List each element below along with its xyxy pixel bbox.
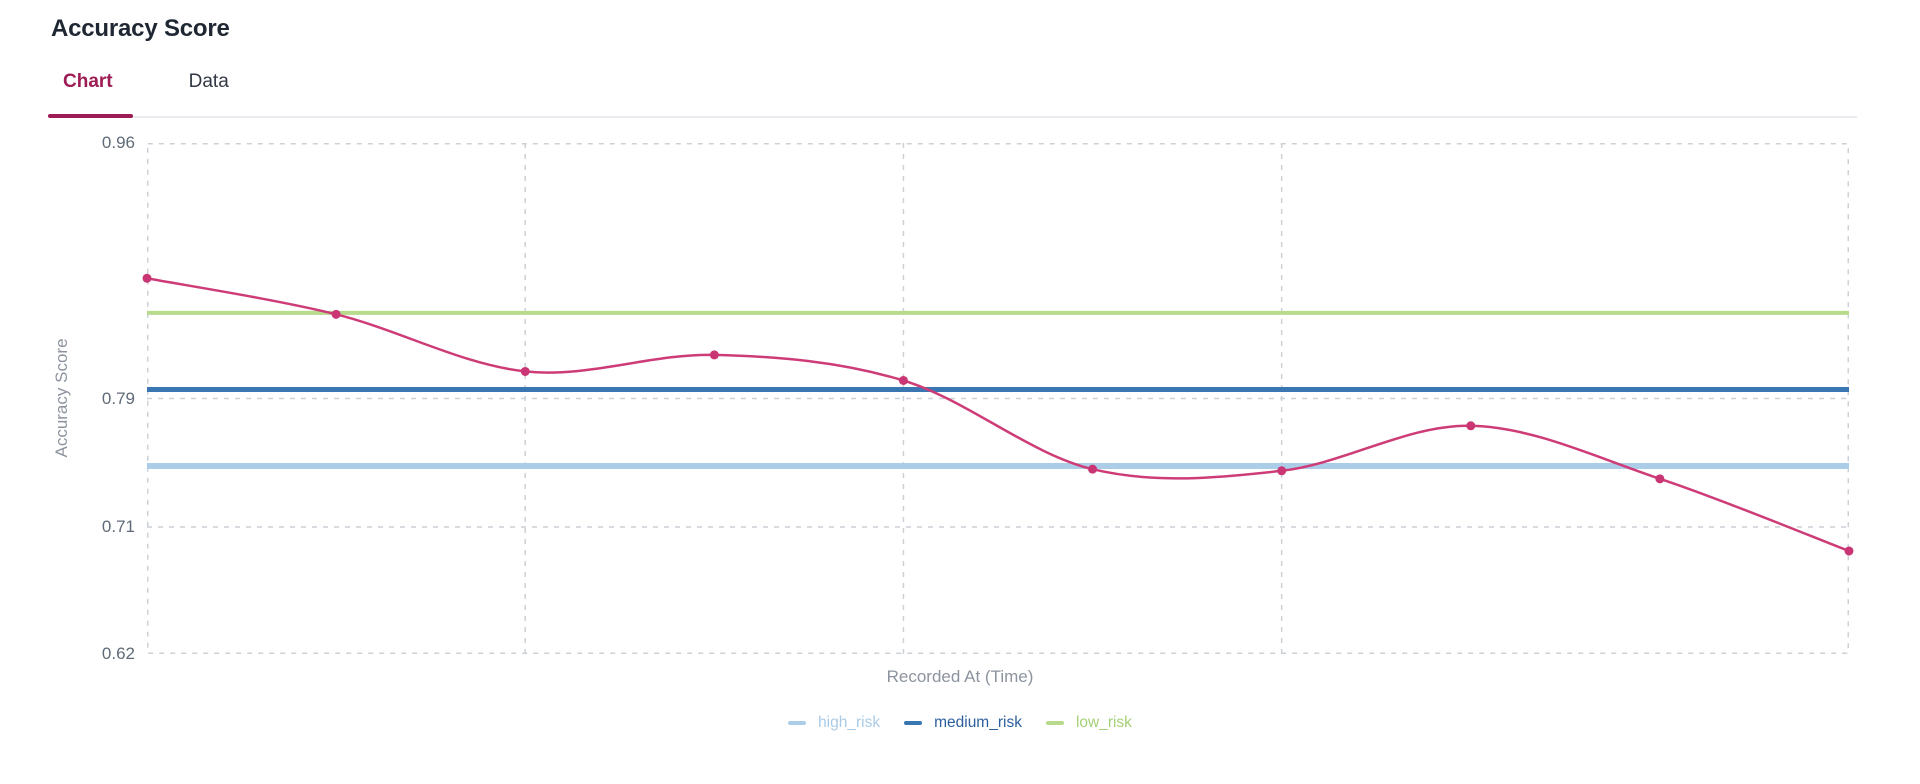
legend-label: high_risk <box>818 714 881 731</box>
y-tick-label: 0.71 <box>101 517 135 536</box>
data-point-marker <box>1277 466 1287 476</box>
y-tick-label: 0.96 <box>101 133 135 152</box>
legend-item-medium_risk[interactable]: medium_risk <box>904 714 1022 732</box>
tab-chart[interactable]: Chart <box>63 71 113 92</box>
series-line <box>146 277 1850 553</box>
data-point-marker <box>1844 546 1854 556</box>
plot-area <box>142 143 1854 654</box>
data-point-marker <box>331 309 341 319</box>
active-tab-underline <box>48 114 133 118</box>
y-tick-label: 0.79 <box>101 388 135 408</box>
data-point-marker <box>1088 464 1098 474</box>
data-point-marker <box>142 273 152 283</box>
data-point-marker <box>898 375 908 385</box>
data-point-marker <box>1655 474 1665 484</box>
page-title: Accuracy Score <box>51 15 230 42</box>
legend-item-low_risk[interactable]: low_risk <box>1045 714 1132 732</box>
tab-divider <box>48 116 1857 118</box>
plot-border <box>147 143 1849 654</box>
y-tick-label: 0.62 <box>101 644 135 663</box>
chart-legend: high_risk medium_risk low_risk <box>0 714 1920 732</box>
legend-dash-icon <box>904 721 923 725</box>
legend-item-high_risk[interactable]: high_risk <box>788 714 880 732</box>
y-axis-title: Accuracy Score <box>52 338 71 458</box>
legend-label: low_risk <box>1075 714 1132 731</box>
legend-dash-icon <box>788 721 807 725</box>
tab-bar: Chart Data <box>48 62 244 102</box>
tab-data[interactable]: Data <box>188 71 229 92</box>
data-point-marker <box>709 350 719 360</box>
x-axis-title: Recorded At (Time) <box>886 667 1034 686</box>
line-chart-canvas <box>142 143 1854 654</box>
legend-dash-icon <box>1045 721 1064 725</box>
data-point-marker <box>1466 421 1476 431</box>
y-axis-tick-labels: 0.96 0.79 0.71 0.62 <box>0 0 135 784</box>
legend-label: medium_risk <box>934 714 1022 731</box>
data-point-marker <box>520 366 530 376</box>
